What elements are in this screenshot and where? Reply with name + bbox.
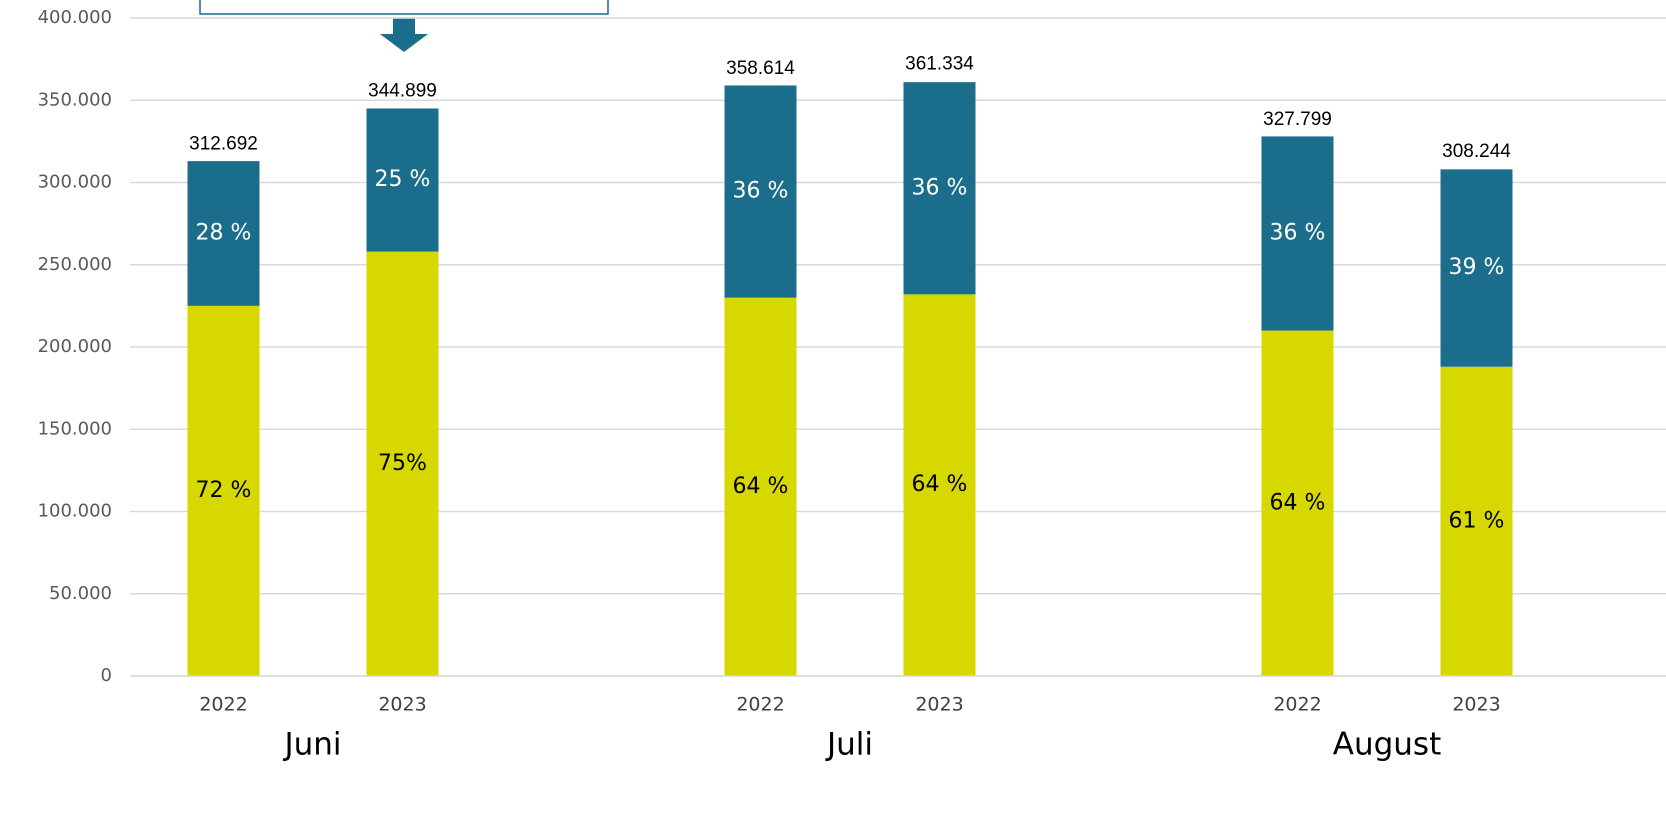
y-tick-label: 250.000 <box>38 254 112 275</box>
x-tick-label: 2023 <box>1452 694 1500 716</box>
segment-label: 36 % <box>912 175 968 200</box>
total-label: 327.799 <box>1263 109 1332 130</box>
segment-label: 39 % <box>1449 255 1505 280</box>
y-tick-label: 350.000 <box>38 89 112 110</box>
bar-segment <box>1440 366 1513 676</box>
segment-label: 64 % <box>1270 490 1326 515</box>
y-tick-label: 200.000 <box>38 336 112 357</box>
segment-label: 36 % <box>733 179 789 204</box>
bar-segment <box>187 305 260 676</box>
segment-label: 64 % <box>733 474 789 499</box>
bar-segment <box>903 294 976 676</box>
total-label: 344.899 <box>368 81 437 102</box>
segment-label: 36 % <box>1270 220 1326 245</box>
bar-segment <box>366 251 439 676</box>
group-label: August <box>1333 727 1442 763</box>
segment-label: 75% <box>378 451 427 476</box>
segment-label: 61 % <box>1449 508 1505 533</box>
x-tick-label: 2022 <box>199 694 247 716</box>
x-tick-label: 2022 <box>1273 694 1321 716</box>
segment-label: 28 % <box>196 220 252 245</box>
annotation-arrow <box>380 18 428 52</box>
x-tick-label: 2022 <box>736 694 784 716</box>
y-tick-label: 100.000 <box>38 501 112 522</box>
bar-segment <box>366 108 439 252</box>
total-label: 361.334 <box>905 54 974 75</box>
y-tick-label: 0 <box>101 665 112 686</box>
segment-label: 64 % <box>912 472 968 497</box>
total-label: 312.692 <box>189 134 258 155</box>
total-label: 358.614 <box>726 58 795 79</box>
x-tick-label: 2023 <box>378 694 426 716</box>
group-label: Juli <box>825 727 873 763</box>
y-tick-label: 50.000 <box>49 583 112 604</box>
bar-segment <box>724 85 797 298</box>
segment-label: 72 % <box>196 478 252 503</box>
y-tick-label: 150.000 <box>38 418 112 439</box>
bar-segment <box>187 161 260 306</box>
y-tick-label: 400.000 <box>38 7 112 28</box>
bar-segment <box>1261 136 1334 331</box>
annotation-box <box>199 0 609 15</box>
bar-segment <box>903 82 976 295</box>
segment-label: 25 % <box>375 167 431 192</box>
total-label: 308.244 <box>1442 141 1511 162</box>
group-label: Juni <box>282 727 341 763</box>
bar-segment <box>724 297 797 676</box>
bar-segment <box>1440 169 1513 367</box>
bar-segment <box>1261 330 1334 676</box>
y-tick-label: 300.000 <box>38 172 112 193</box>
x-tick-label: 2023 <box>915 694 963 716</box>
